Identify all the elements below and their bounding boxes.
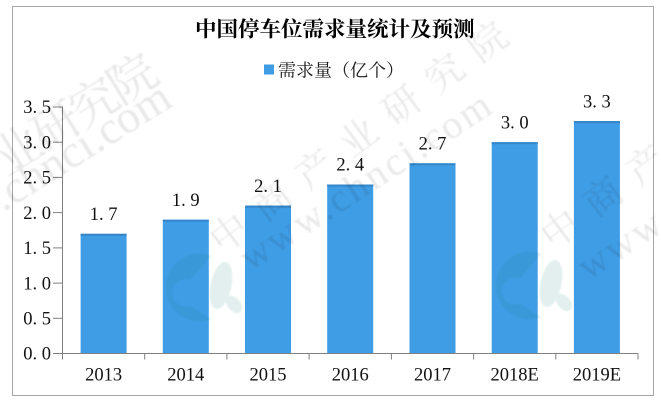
svg-text:2019E: 2019E: [573, 366, 621, 386]
svg-text:1. 7: 1. 7: [90, 205, 118, 225]
svg-text:2015: 2015: [250, 366, 287, 386]
svg-text:2017: 2017: [414, 366, 451, 386]
svg-text:2018E: 2018E: [491, 366, 539, 386]
svg-text:2014: 2014: [167, 366, 204, 386]
svg-text:2. 0: 2. 0: [23, 204, 51, 224]
svg-text:3. 3: 3. 3: [583, 92, 611, 112]
svg-text:2013: 2013: [85, 366, 122, 386]
svg-text:2. 5: 2. 5: [23, 169, 51, 189]
svg-text:1. 0: 1. 0: [23, 274, 51, 294]
svg-text:3. 0: 3. 0: [501, 113, 529, 133]
svg-text:1. 9: 1. 9: [172, 191, 200, 211]
svg-text:2016: 2016: [332, 366, 369, 386]
svg-text:0. 0: 0. 0: [23, 345, 51, 365]
svg-text:3. 5: 3. 5: [23, 98, 51, 118]
svg-text:2. 4: 2. 4: [336, 156, 364, 176]
svg-text:2. 7: 2. 7: [419, 135, 447, 155]
svg-text:0. 5: 0. 5: [23, 310, 51, 330]
svg-text:1. 5: 1. 5: [23, 239, 51, 259]
